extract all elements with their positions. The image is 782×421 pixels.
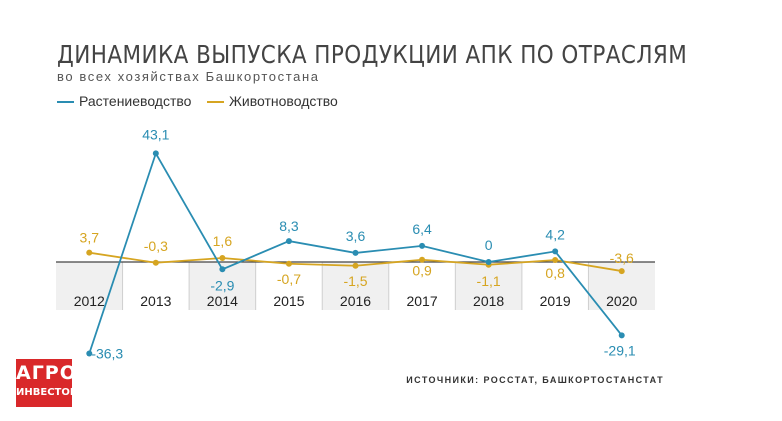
logo-text-bottom: ИНВЕСТОР: [16, 387, 78, 398]
data-point: [285, 260, 292, 267]
data-point: [552, 248, 559, 255]
x-tick-label: 2017: [406, 293, 437, 309]
x-tick-label: 2012: [74, 293, 105, 309]
legend-label-crops: Растениеводство: [79, 93, 192, 109]
data-point: [352, 249, 359, 256]
data-point: [485, 259, 492, 265]
x-tick-label: 2019: [540, 293, 571, 309]
data-label: 0,8: [545, 265, 565, 281]
data-label: -1,5: [343, 273, 367, 289]
agroinvestor-logo: АГРО ИНВЕСТОР: [16, 359, 78, 407]
data-label: -0,3: [144, 238, 168, 254]
chart-title: ДИНАМИКА ВЫПУСКА ПРОДУКЦИИ АПК ПО ОТРАСЛ…: [57, 40, 688, 69]
year-band: [455, 262, 522, 310]
x-tick-label: 2014: [207, 293, 238, 309]
data-point: [618, 332, 625, 339]
data-label: -1,1: [477, 273, 501, 289]
data-label: -29,1: [604, 342, 636, 358]
legend-swatch-livestock: [207, 101, 224, 103]
x-tick-label: 2015: [273, 293, 304, 309]
data-label: -3,6: [610, 250, 634, 266]
data-label: 3,6: [346, 228, 366, 244]
data-label: -36,3: [91, 345, 123, 361]
data-point: [285, 238, 292, 245]
data-label: -2,9: [210, 277, 234, 293]
year-band: [322, 262, 389, 310]
x-tick-label: 2016: [340, 293, 371, 309]
x-tick-label: 2020: [606, 293, 637, 309]
data-label: 43,1: [142, 126, 169, 142]
data-label: 6,4: [412, 221, 432, 237]
data-point: [152, 150, 159, 157]
logo-text-top: АГРО: [16, 362, 77, 384]
data-label: 0: [485, 237, 493, 253]
data-point: [618, 268, 625, 275]
data-label: 8,3: [279, 218, 299, 234]
legend-swatch-crops: [57, 101, 74, 103]
x-tick-label: 2013: [140, 293, 171, 309]
data-point: [86, 249, 93, 256]
data-point: [219, 254, 226, 261]
data-point: [552, 256, 559, 263]
x-tick-label: 2018: [473, 293, 504, 309]
data-label: 1,6: [213, 233, 233, 249]
chart-subtitle: во всех хозяйствах Башкортостана: [57, 69, 320, 84]
legend-label-livestock: Животноводство: [229, 93, 338, 109]
source-note: ИСТОЧНИКИ: РОССТАТ, БАШКОРТОСТАНСТАТ: [406, 375, 664, 385]
data-label: 4,2: [545, 226, 565, 242]
data-label: -0,7: [277, 271, 301, 287]
data-label: 0,9: [412, 263, 432, 279]
data-point: [419, 242, 426, 249]
data-point: [352, 262, 359, 269]
data-point: [152, 259, 159, 266]
data-label: 3,7: [80, 230, 100, 246]
data-point: [86, 350, 93, 357]
data-point: [419, 256, 426, 263]
data-point: [219, 266, 226, 273]
